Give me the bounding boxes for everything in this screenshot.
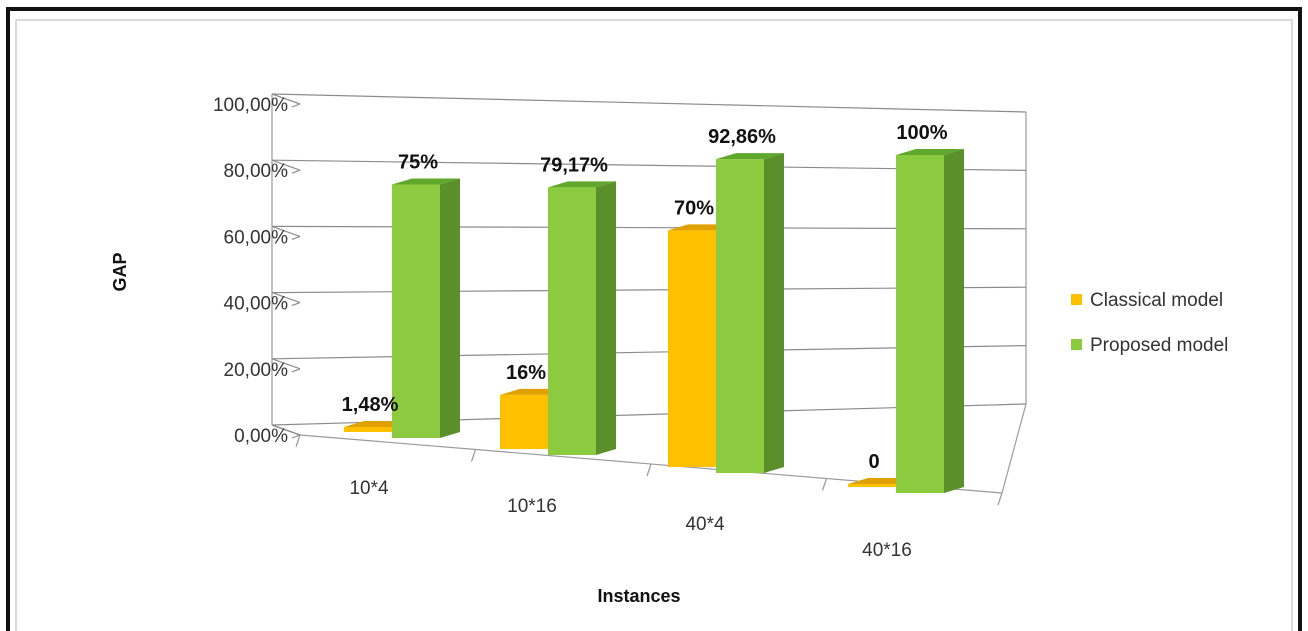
data-label: 1,48% — [342, 394, 399, 416]
data-label: 92,86% — [708, 126, 776, 148]
gridline-side — [271, 358, 301, 370]
x-axis-title: Instances — [597, 586, 680, 606]
legend: Classical model Proposed model — [1071, 290, 1228, 356]
bar-front — [716, 159, 764, 474]
x-tick-label: 10*4 — [349, 478, 389, 499]
data-label: 16% — [506, 362, 546, 384]
y-tick-label: 0,00% — [234, 426, 288, 447]
data-label: 100% — [896, 122, 947, 144]
bar-top — [392, 178, 460, 185]
gridline-side — [271, 159, 301, 171]
bar-side — [596, 181, 616, 455]
y-tick-mark — [291, 169, 301, 174]
x-tick-mark — [470, 449, 477, 462]
gridline-side — [271, 292, 301, 304]
bar-front — [548, 187, 596, 455]
data-label: 0 — [868, 451, 879, 473]
bar-side — [944, 149, 964, 493]
bar-top — [548, 181, 616, 188]
y-tick-label: 40,00% — [224, 294, 289, 315]
x-tick-label: 40*4 — [685, 514, 725, 535]
y-tick-label: 100,00% — [213, 95, 288, 116]
bar-top — [896, 149, 964, 155]
bar-side — [440, 178, 460, 438]
y-tick-labels: 0,00% 20,00% 40,00% 60,00% 80,00% 100,00% — [213, 95, 288, 447]
legend-swatch-classical — [1071, 294, 1082, 305]
gridline-side — [271, 225, 301, 237]
x-tick-mark — [646, 463, 652, 477]
y-tick-label: 20,00% — [224, 360, 289, 381]
bar-top — [716, 153, 784, 160]
data-label: 70% — [674, 197, 714, 219]
bar-front — [344, 426, 392, 432]
y-tick-mark — [291, 368, 301, 373]
gridline-side — [271, 93, 301, 105]
y-tick-mark — [291, 235, 301, 240]
data-label: 79,17% — [540, 154, 608, 176]
bar-front — [848, 484, 896, 487]
bar-front — [500, 394, 548, 449]
bar-front — [668, 230, 716, 467]
y-axis-title: GAP — [110, 252, 130, 291]
bar-side — [764, 153, 784, 474]
x-tick-label: 10*16 — [507, 496, 557, 517]
gridline — [271, 93, 1027, 113]
y-tick-mark — [291, 434, 301, 439]
x-tick-mark — [997, 492, 1003, 506]
bar-front — [392, 184, 440, 438]
y-tick-label: 60,00% — [224, 227, 289, 248]
y-tick-mark — [291, 302, 301, 307]
chart-inner-border — [15, 19, 1293, 631]
x-tick-mark — [295, 434, 301, 448]
y-tick-label: 80,00% — [224, 161, 289, 182]
legend-swatch-proposed — [1071, 339, 1082, 350]
x-tick-label: 40*16 — [862, 540, 912, 561]
x-tick-mark — [821, 478, 828, 491]
chart-border — [6, 7, 1302, 631]
gridline-side — [271, 424, 301, 436]
data-labels: 1,48% 75% 16% 79,17% 70% 92,86% 0 100% — [342, 122, 948, 473]
x-tick-labels: 10*4 10*16 40*4 40*16 — [349, 478, 911, 561]
bar-front — [896, 155, 944, 493]
bars — [344, 149, 964, 493]
floor-right-edge — [1001, 403, 1027, 494]
legend-label-classical: Classical model — [1090, 290, 1223, 311]
y-tick-mark — [291, 103, 301, 108]
data-label: 75% — [398, 152, 438, 174]
legend-label-proposed: Proposed model — [1090, 335, 1228, 356]
